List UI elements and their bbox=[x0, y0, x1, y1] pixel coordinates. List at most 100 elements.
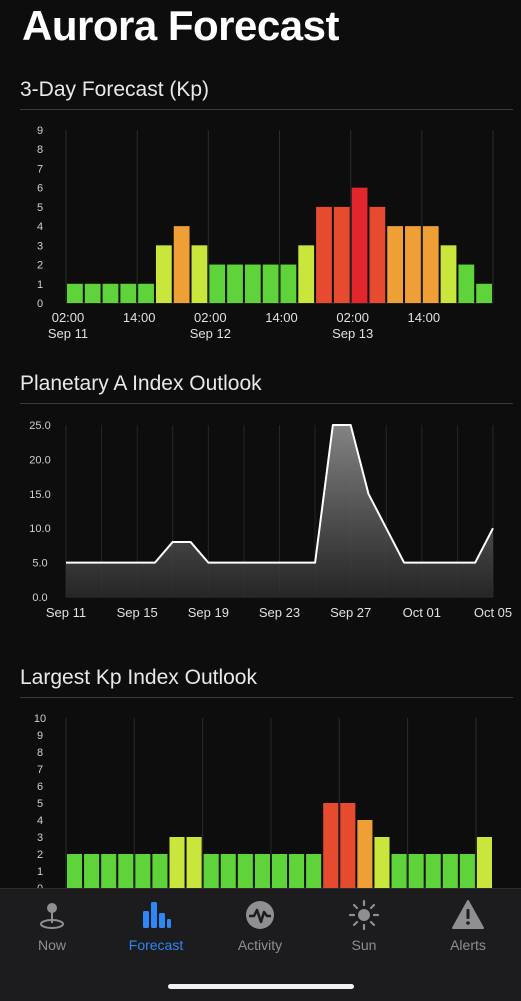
y-tick-label: 25.0 bbox=[29, 420, 50, 432]
kp-bar bbox=[191, 245, 208, 303]
kp-bar bbox=[476, 283, 492, 303]
kp-bar bbox=[220, 854, 236, 888]
kp-bar bbox=[135, 854, 151, 888]
y-tick-label: 3 bbox=[37, 240, 43, 252]
y-tick-label: 6 bbox=[37, 781, 43, 793]
kp-bar bbox=[369, 206, 386, 303]
kp-bar bbox=[120, 283, 137, 303]
kp-bar bbox=[118, 854, 134, 888]
tab-alerts[interactable]: Alerts bbox=[416, 889, 520, 969]
x-tick-label: Oct 01 bbox=[403, 605, 441, 620]
kp-bar bbox=[333, 206, 350, 303]
x-tick-label: Oct 05 bbox=[474, 605, 512, 620]
y-tick-label: 5 bbox=[37, 202, 43, 214]
kp-bar bbox=[203, 854, 219, 888]
x-tick-label: Sep 23 bbox=[259, 605, 300, 620]
kp-bar bbox=[155, 245, 172, 303]
kp-bar bbox=[209, 264, 226, 303]
kp-bar bbox=[280, 264, 297, 303]
kp-bar bbox=[237, 854, 253, 888]
y-tick-label: 10 bbox=[34, 713, 46, 725]
section-title-largest-kp: Largest Kp Index Outlook bbox=[20, 666, 257, 689]
divider bbox=[20, 697, 513, 698]
section-title-3-day: 3-Day Forecast (Kp) bbox=[20, 78, 210, 101]
x-tick-label: 14:00 bbox=[408, 310, 441, 325]
y-tick-label: 5.0 bbox=[32, 558, 47, 570]
kp-bar bbox=[67, 854, 83, 888]
kp-bar bbox=[227, 264, 243, 303]
a-index-line bbox=[66, 424, 494, 564]
activity-wave-icon bbox=[246, 901, 274, 929]
largest-kp-chart: 0 1 2 3 4 5 6 7 8 9 10 bbox=[34, 713, 493, 890]
a-index-chart: 0.0 5.0 10.0 15.0 20.0 25.0 Sep 11 Sep 15 Sep 19… bbox=[29, 420, 512, 620]
divider bbox=[20, 109, 513, 110]
tab-activity[interactable]: Activity bbox=[208, 889, 312, 969]
kp-bar bbox=[84, 854, 100, 888]
kp-bar bbox=[101, 854, 117, 888]
tab-now[interactable]: Now bbox=[0, 889, 104, 969]
kp-bar bbox=[244, 264, 261, 303]
kp-bar bbox=[351, 187, 368, 303]
kp-bar bbox=[459, 854, 475, 888]
x-tick-label: 14:00 bbox=[265, 310, 298, 325]
y-tick-label: 9 bbox=[37, 730, 43, 742]
kp-bar bbox=[340, 803, 356, 888]
kp-bar bbox=[442, 854, 458, 888]
divider bbox=[20, 403, 513, 404]
y-tick-label: 5 bbox=[37, 798, 43, 810]
x-tick-date-label: Sep 11 bbox=[48, 326, 88, 341]
kp-bar bbox=[458, 264, 475, 303]
kp-bar bbox=[298, 245, 315, 303]
kp-bar bbox=[306, 854, 322, 888]
app-title: Aurora Forecast bbox=[22, 2, 339, 49]
y-tick-label: 1 bbox=[37, 279, 43, 291]
tab-label-alerts: Alerts bbox=[450, 937, 486, 953]
y-tick-label: 7 bbox=[37, 163, 43, 175]
section-title-a-index: Planetary A Index Outlook bbox=[20, 372, 262, 395]
tab-forecast[interactable]: Forecast bbox=[104, 889, 208, 969]
kp-bar bbox=[408, 854, 424, 888]
x-tick-label: 02:00 bbox=[52, 310, 85, 325]
kp-bar bbox=[316, 206, 332, 303]
y-tick-label: 6 bbox=[37, 183, 43, 195]
home-indicator bbox=[168, 984, 354, 989]
y-tick-label: 1 bbox=[37, 866, 43, 878]
kp-bar bbox=[405, 226, 421, 303]
y-tick-label: 0 bbox=[37, 298, 43, 310]
a-index-area bbox=[66, 425, 493, 597]
tab-label-forecast: Forecast bbox=[128, 937, 184, 953]
kp-bar bbox=[476, 837, 492, 888]
kp-bar bbox=[357, 820, 373, 888]
y-tick-label: 2 bbox=[37, 260, 43, 272]
kp-bar bbox=[422, 226, 439, 303]
kp-bar bbox=[186, 837, 202, 888]
kp-bar bbox=[67, 283, 83, 303]
y-tick-label: 7 bbox=[37, 764, 43, 776]
tab-bar: Now Forecast Activity Sun bbox=[0, 888, 521, 1001]
kp-bar bbox=[102, 283, 119, 303]
kp-bar bbox=[138, 283, 154, 303]
y-tick-label: 4 bbox=[37, 221, 43, 233]
kp-bar bbox=[440, 245, 457, 303]
kp-bar bbox=[425, 854, 441, 888]
tab-label-activity: Activity bbox=[237, 937, 283, 953]
x-tick-label: Sep 19 bbox=[188, 605, 229, 620]
kp-bar bbox=[374, 837, 390, 888]
kp-bar bbox=[289, 854, 305, 888]
x-tick-label: Sep 27 bbox=[330, 605, 371, 620]
kp-bar bbox=[173, 226, 190, 303]
x-tick-label: 14:00 bbox=[123, 310, 156, 325]
y-tick-label: 3 bbox=[37, 832, 43, 844]
y-tick-label: 8 bbox=[37, 144, 43, 156]
kp-bar bbox=[169, 837, 185, 888]
tab-label-now: Now bbox=[37, 937, 66, 953]
y-tick-label: 10.0 bbox=[29, 523, 50, 535]
sun-icon bbox=[348, 899, 380, 931]
kp-bar bbox=[84, 283, 101, 303]
x-tick-date-label: Sep 12 bbox=[190, 326, 231, 341]
tab-sun[interactable]: Sun bbox=[312, 889, 416, 969]
x-tick-date-label: Sep 13 bbox=[332, 326, 373, 341]
kp-bar bbox=[271, 854, 288, 888]
y-tick-label: 20.0 bbox=[29, 454, 50, 466]
